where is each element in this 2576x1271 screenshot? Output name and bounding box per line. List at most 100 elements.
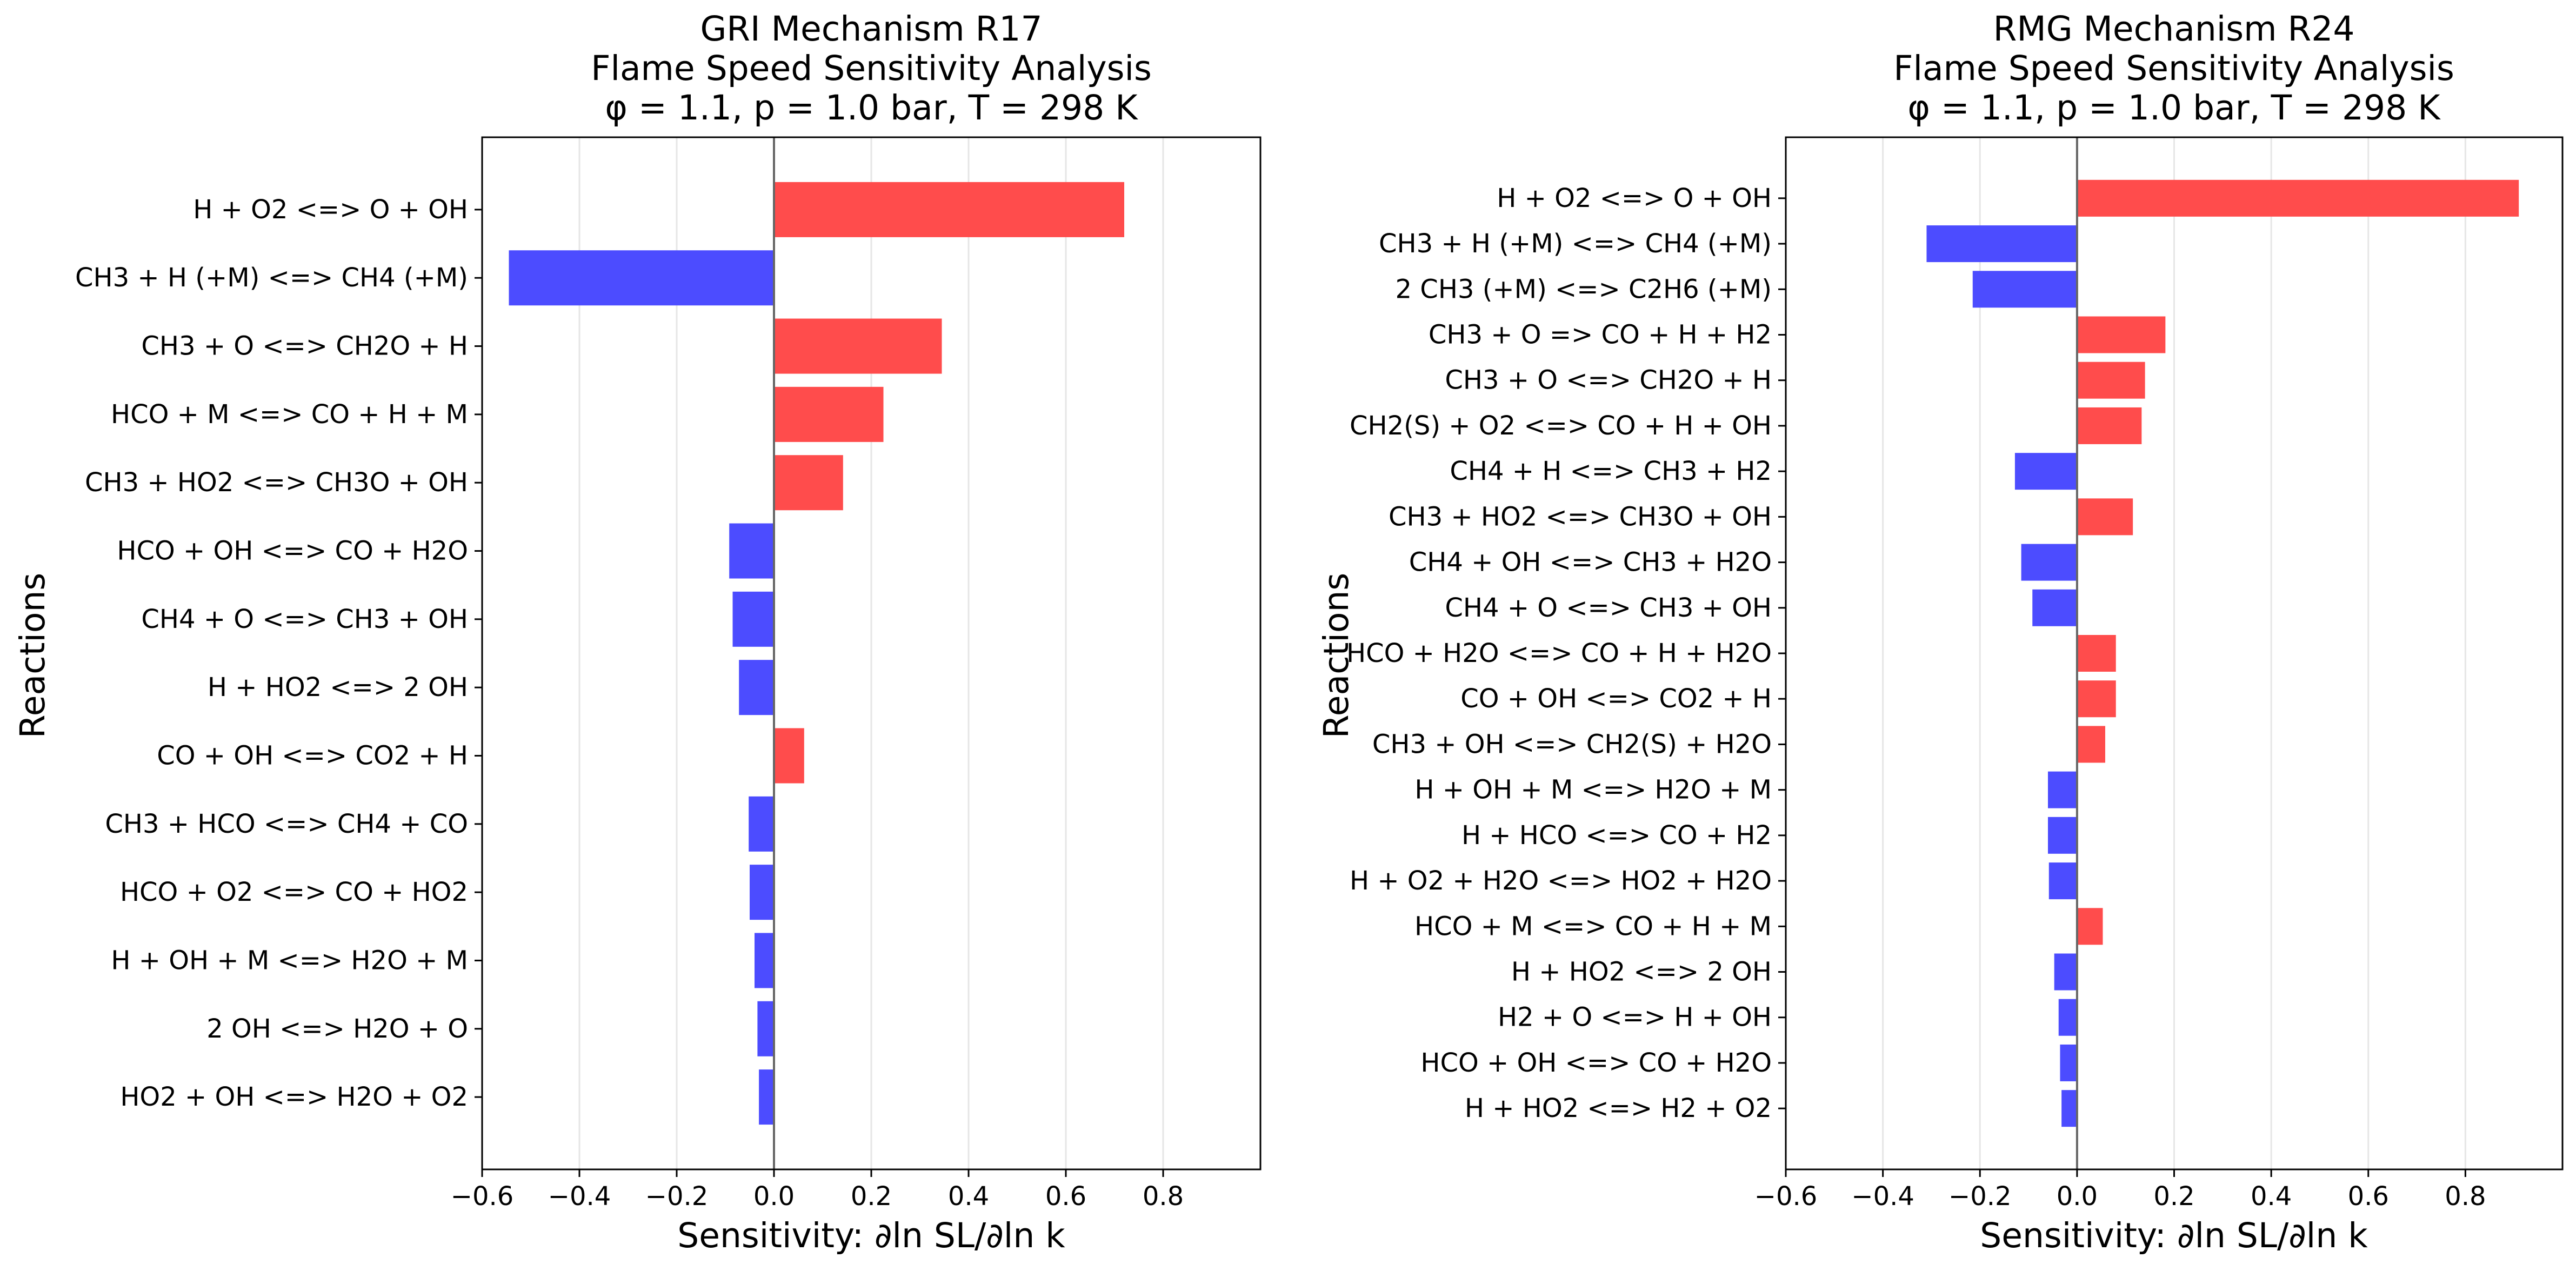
rmg-title-line-3: φ = 1.1, p = 1.0 bar, T = 298 K [1907,88,2441,128]
rmg-bar [2047,817,2077,854]
rmg-y-tick-label: CH4 + H <=> CH3 + H2 [1450,456,1772,486]
rmg-y-tick-label: H2 + O <=> H + OH [1498,1002,1772,1033]
gri-title-line-2: Flame Speed Sensitivity Analysis [591,49,1152,88]
rmg-y-tick-label: CH3 + O <=> CH2O + H [1445,365,1772,396]
rmg-x-tick-label: −0.2 [1948,1181,2012,1212]
rmg-x-tick-label: 0.2 [2153,1181,2194,1212]
gri-title-line-1: GRI Mechanism R17 [700,9,1042,49]
rmg-x-tick-label: 0.4 [2251,1181,2292,1212]
rmg-bar [2021,544,2077,581]
rmg-bar [2077,680,2116,718]
rmg-y-tick-label: 2 CH3 (+M) <=> C2H6 (+M) [1396,274,1772,304]
rmg-bar [2060,1044,2077,1081]
rmg-bar [2061,1090,2077,1127]
rmg-y-tick-label: CH3 + HO2 <=> CH3O + OH [1389,501,1772,532]
gri-bar [774,182,1124,237]
gri-x-axis-label: Sensitivity: ∂ln SL/∂ln k [677,1216,1065,1255]
rmg-y-tick-label: HCO + H2O <=> CO + H + H2O [1346,638,1772,668]
gri-y-tick-label: HCO + M <=> CO + H + M [111,399,468,430]
gri-bar [774,728,804,784]
rmg-y-tick-label: HCO + OH <=> CO + H2O [1420,1048,1772,1078]
rmg-bar [2048,862,2077,900]
gri-y-tick-label: H + HO2 <=> 2 OH [208,672,468,703]
gri-x-tick-label: −0.6 [451,1181,514,1212]
gri-y-tick-label: HCO + O2 <=> CO + HO2 [120,877,468,907]
gri-bar [774,386,884,442]
gri-bar [757,1001,774,1056]
gri-y-tick-label: HO2 + OH <=> H2O + O2 [120,1082,468,1112]
gri-bar [749,796,774,852]
gri-x-tick-label: 0.2 [851,1181,892,1212]
rmg-x-tick-label: −0.6 [1754,1181,1818,1212]
rmg-x-tick-label: 0.0 [2057,1181,2098,1212]
rmg-y-tick-label: H + OH + M <=> H2O + M [1414,775,1772,805]
gri-bar [750,865,774,920]
rmg-bar [2077,407,2142,444]
gri-bar [729,523,774,579]
rmg-y-tick-label: CH2(S) + O2 <=> CO + H + OH [1350,411,1772,441]
gri-x-tick-label: 0.4 [948,1181,989,1212]
rmg-bar [2032,589,2077,626]
rmg-x-axis-label: Sensitivity: ∂ln SL/∂ln k [1980,1216,2368,1255]
rmg-bar [2014,453,2077,490]
gri-x-tick-label: −0.4 [548,1181,611,1212]
rmg-sensitivity-panel: RMG Mechanism R24 Flame Speed Sensitivit… [1317,9,2564,1255]
gri-y-tick-label: CH3 + O <=> CH2O + H [141,331,468,362]
gri-y-tick-label: CH3 + HO2 <=> CH3O + OH [85,467,468,498]
rmg-bar [2077,179,2519,217]
rmg-bar [2077,316,2166,353]
gri-x-tick-label: 0.6 [1045,1181,1086,1212]
rmg-y-tick-label: CH3 + H (+M) <=> CH4 (+M) [1379,229,1772,259]
gri-bar [774,455,843,511]
gri-bar [755,933,774,988]
gri-y-tick-label: CH3 + HCO <=> CH4 + CO [105,809,468,839]
rmg-x-tick-label: −0.4 [1851,1181,1914,1212]
rmg-y-tick-label: H + HCO <=> CO + H2 [1461,820,1772,851]
gri-x-tick-label: 0.0 [753,1181,795,1212]
rmg-title-line-1: RMG Mechanism R24 [1993,9,2355,49]
rmg-bar [1972,271,2077,308]
gri-x-tick-label: 0.8 [1143,1181,1184,1212]
rmg-x-tick-label: 0.6 [2348,1181,2389,1212]
gri-y-tick-label: H + O2 <=> O + OH [193,195,468,225]
gri-bar [732,591,774,647]
rmg-y-tick-label: H + O2 + H2O <=> HO2 + H2O [1350,866,1772,896]
rmg-y-tick-label: CO + OH <=> CO2 + H [1460,684,1772,714]
rmg-y-tick-label: CH4 + O <=> CH3 + OH [1445,593,1772,623]
rmg-bar [2058,999,2077,1036]
gri-title-line-3: φ = 1.1, p = 1.0 bar, T = 298 K [605,88,1138,128]
rmg-title-line-2: Flame Speed Sensitivity Analysis [1893,49,2454,88]
rmg-bar [1926,225,2077,263]
rmg-y-tick-label: H + HO2 <=> 2 OH [1511,957,1772,987]
rmg-bar [2077,498,2133,536]
rmg-bar [2054,953,2077,991]
gri-x-tick-label: −0.2 [645,1181,709,1212]
rmg-y-tick-label: H + O2 <=> O + OH [1497,183,1772,213]
gri-plot-area: H + O2 <=> O + OH CH3 + H (+M) <=> CH4 (+… [75,136,1262,1212]
gri-y-tick-label: HCO + OH <=> CO + H2O [117,536,468,566]
gri-y-tick-label: CO + OH <=> CO2 + H [157,740,468,771]
rmg-bar [2047,771,2077,808]
rmg-y-tick-label: HCO + M <=> CO + H + M [1414,911,1772,941]
gri-y-tick-label: 2 OH <=> H2O + O [206,1014,468,1044]
rmg-bar [2077,362,2145,399]
gri-y-tick-label: CH4 + O <=> CH3 + OH [141,604,468,634]
gri-sensitivity-panel: GRI Mechanism R17 Flame Speed Sensitivit… [13,9,1262,1255]
gri-y-axis-label: Reactions [13,573,52,738]
rmg-y-tick-label: CH3 + O => CO + H + H2 [1429,319,1772,350]
gri-y-tick-label: H + OH + M <=> H2O + M [111,945,468,975]
rmg-plot-area: H + O2 <=> O + OH CH3 + H (+M) <=> CH4 (+… [1346,136,2564,1212]
gri-bar [739,660,774,715]
rmg-bar [2077,908,2103,945]
rmg-y-tick-label: CH3 + OH <=> CH2(S) + H2O [1372,729,1772,759]
gri-bar [759,1069,774,1125]
gri-bar [774,318,942,374]
gri-y-tick-label: CH3 + H (+M) <=> CH4 (+M) [75,263,468,293]
rmg-x-tick-label: 0.8 [2445,1181,2486,1212]
rmg-bar [2077,635,2116,672]
rmg-y-tick-label: H + HO2 <=> H2 + O2 [1465,1093,1772,1123]
rmg-y-axis-label: Reactions [1317,573,1356,738]
rmg-y-tick-label: CH4 + OH <=> CH3 + H2O [1409,547,1772,578]
rmg-bar [2077,726,2105,763]
